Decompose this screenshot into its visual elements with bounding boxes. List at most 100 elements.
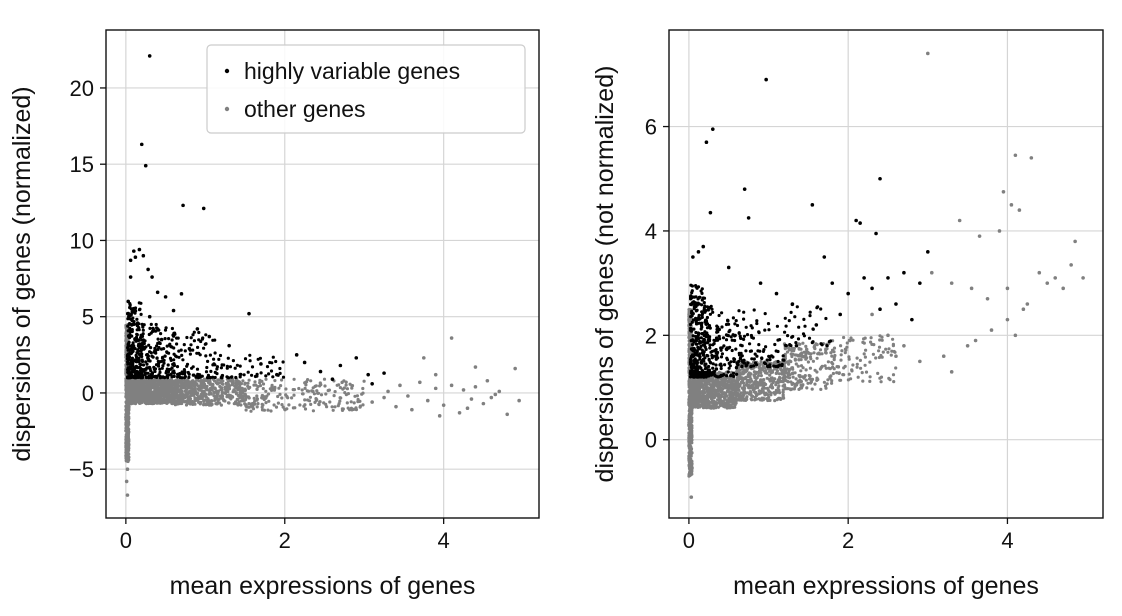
point-other-gene bbox=[755, 376, 759, 380]
point-highly-variable-gene bbox=[700, 332, 704, 336]
point-highly-variable-gene bbox=[166, 363, 170, 367]
point-other-gene bbox=[175, 378, 179, 382]
point-highly-variable-gene bbox=[248, 359, 252, 363]
point-other-gene bbox=[694, 400, 699, 404]
point-other-gene bbox=[713, 389, 717, 393]
point-highly-variable-gene bbox=[694, 284, 698, 288]
point-other-gene bbox=[688, 422, 693, 426]
point-other-gene bbox=[328, 400, 332, 404]
point-highly-variable-gene bbox=[146, 371, 150, 375]
point-other-gene bbox=[754, 385, 758, 389]
point-other-gene bbox=[457, 410, 462, 415]
point-highly-variable-gene bbox=[136, 348, 140, 352]
point-other-gene bbox=[293, 406, 297, 410]
point-other-gene bbox=[199, 378, 203, 382]
point-other-gene bbox=[362, 379, 366, 383]
point-other-gene bbox=[236, 386, 240, 390]
point-other-gene bbox=[303, 386, 307, 390]
point-highly-variable-gene bbox=[136, 366, 140, 370]
point-highly-variable-gene bbox=[135, 324, 139, 328]
point-other-gene bbox=[358, 404, 362, 408]
point-other-gene bbox=[382, 395, 386, 400]
point-other-gene bbox=[134, 380, 139, 384]
point-other-gene bbox=[142, 378, 146, 382]
point-other-gene bbox=[223, 385, 227, 389]
x-tick-label: 2 bbox=[279, 528, 291, 553]
point-other-gene bbox=[819, 387, 823, 391]
point-other-gene bbox=[300, 392, 305, 396]
point-other-gene bbox=[783, 385, 787, 389]
point-other-gene bbox=[198, 385, 202, 389]
point-other-gene bbox=[1005, 286, 1010, 291]
point-other-gene bbox=[1009, 203, 1014, 207]
point-other-gene bbox=[473, 365, 478, 369]
point-highly-variable-gene bbox=[700, 291, 704, 295]
point-highly-variable-gene bbox=[167, 337, 171, 341]
point-other-gene bbox=[127, 411, 131, 416]
point-other-gene bbox=[769, 391, 773, 395]
point-highly-variable-gene bbox=[731, 316, 736, 320]
point-highly-variable-gene bbox=[220, 376, 224, 380]
point-other-gene bbox=[704, 383, 709, 387]
point-highly-variable-gene bbox=[695, 342, 699, 346]
point-other-gene bbox=[891, 373, 896, 377]
point-highly-variable-gene bbox=[158, 370, 162, 374]
point-other-gene bbox=[808, 355, 813, 359]
point-other-gene bbox=[164, 389, 168, 393]
point-other-gene bbox=[228, 378, 233, 383]
point-other-gene bbox=[839, 353, 843, 357]
point-other-gene bbox=[701, 379, 706, 383]
point-other-gene bbox=[695, 382, 699, 386]
point-other-gene bbox=[870, 342, 874, 346]
point-other-gene bbox=[311, 389, 315, 394]
point-other-gene bbox=[820, 364, 824, 368]
point-other-gene bbox=[221, 382, 225, 386]
point-other-gene bbox=[220, 394, 225, 398]
point-highly-variable-gene bbox=[132, 249, 136, 253]
legend-entry-label: other genes bbox=[244, 96, 365, 122]
point-highly-variable-gene bbox=[159, 332, 163, 336]
point-highly-variable-gene bbox=[170, 338, 174, 342]
point-other-gene bbox=[513, 366, 517, 371]
y-tick-label: 15 bbox=[70, 152, 94, 177]
point-other-gene bbox=[816, 352, 820, 356]
point-other-gene bbox=[861, 379, 865, 383]
point-other-gene bbox=[126, 452, 130, 456]
point-other-gene bbox=[469, 397, 474, 401]
point-highly-variable-gene bbox=[700, 313, 704, 317]
point-highly-variable-gene bbox=[204, 342, 208, 346]
point-highly-variable-gene bbox=[698, 355, 702, 359]
point-other-gene bbox=[926, 51, 930, 56]
point-other-gene bbox=[969, 286, 974, 291]
point-other-gene bbox=[449, 336, 454, 340]
point-other-gene bbox=[142, 399, 146, 403]
y-tick-label: 5 bbox=[82, 305, 94, 330]
point-highly-variable-gene bbox=[382, 371, 386, 375]
point-other-gene bbox=[710, 404, 714, 408]
point-other-gene bbox=[241, 396, 245, 400]
point-other-gene bbox=[825, 347, 829, 351]
point-other-gene bbox=[818, 367, 823, 371]
point-other-gene bbox=[748, 375, 752, 379]
point-highly-variable-gene bbox=[126, 352, 130, 356]
point-other-gene bbox=[124, 339, 128, 343]
point-highly-variable-gene bbox=[242, 373, 246, 377]
point-other-gene bbox=[437, 414, 442, 418]
point-highly-variable-gene bbox=[139, 353, 143, 357]
point-highly-variable-gene bbox=[128, 333, 132, 337]
point-other-gene bbox=[226, 384, 230, 389]
point-highly-variable-gene bbox=[711, 343, 715, 347]
point-other-gene bbox=[773, 399, 777, 403]
point-other-gene bbox=[876, 371, 880, 375]
point-highly-variable-gene bbox=[238, 364, 242, 368]
point-highly-variable-gene bbox=[172, 358, 176, 362]
point-highly-variable-gene bbox=[370, 382, 374, 386]
point-other-gene bbox=[148, 386, 152, 390]
point-other-gene bbox=[742, 392, 746, 396]
point-highly-variable-gene bbox=[246, 370, 250, 374]
point-other-gene bbox=[246, 395, 251, 399]
point-other-gene bbox=[793, 358, 798, 362]
point-other-gene bbox=[303, 407, 308, 411]
point-other-gene bbox=[759, 389, 763, 393]
point-highly-variable-gene bbox=[201, 206, 206, 211]
